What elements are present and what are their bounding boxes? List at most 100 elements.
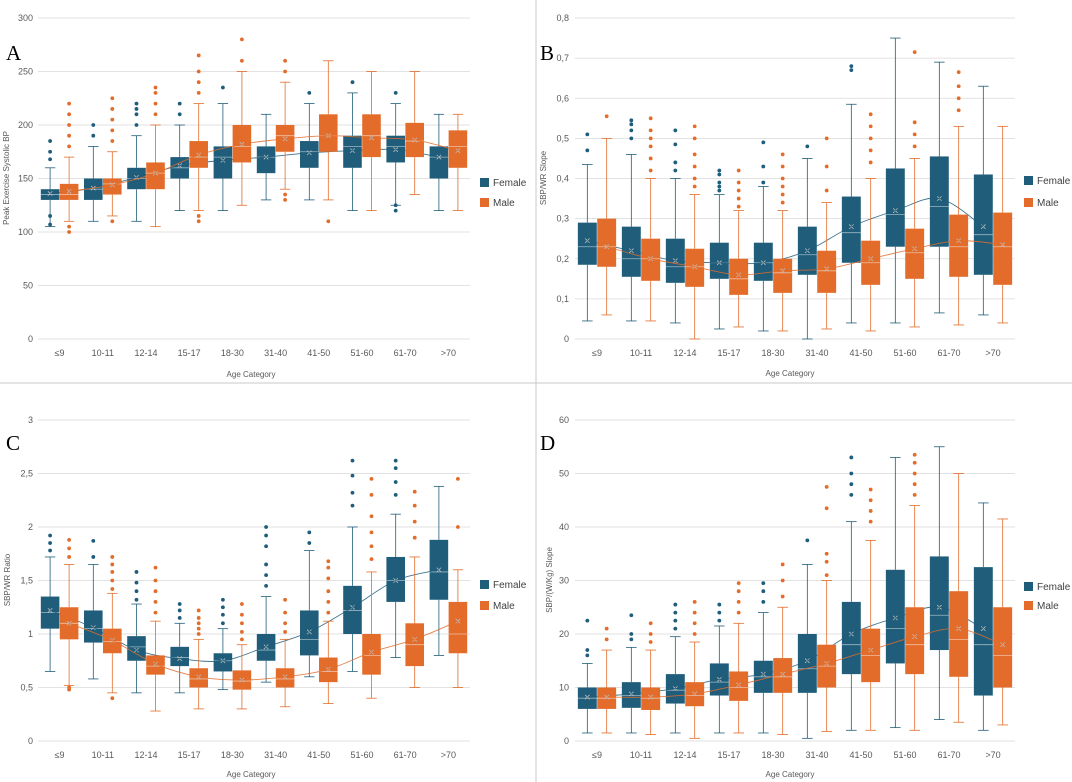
outlier-point: [67, 230, 72, 234]
outlier-point: [673, 626, 678, 631]
mean-trend-line: [606, 240, 1003, 276]
y-tick-label: 0,1: [556, 294, 569, 304]
outlier-point: [648, 156, 653, 161]
outlier-point: [153, 578, 158, 583]
outlier-point: [110, 587, 115, 591]
outlier-point: [629, 118, 634, 123]
y-tick-label: 40: [559, 522, 569, 532]
box-female: [256, 113, 276, 201]
box-male: [275, 58, 295, 202]
box-female: [84, 123, 103, 222]
outlier-point: [177, 616, 182, 620]
outlier-point: [369, 544, 374, 549]
outlier-point: [956, 108, 961, 113]
iqr-box: [448, 130, 468, 168]
outlier-point: [648, 136, 653, 141]
y-tick-label: 20: [559, 629, 569, 639]
y-tick-label: 300: [18, 13, 33, 23]
outlier-point: [824, 188, 829, 193]
outlier-point: [307, 541, 312, 545]
y-tick-label: 0,4: [556, 174, 569, 184]
outlier-point: [67, 685, 72, 690]
outlier-point: [67, 112, 72, 117]
legend-label-male: Male: [1037, 198, 1059, 209]
iqr-box: [127, 636, 146, 661]
outlier-point: [648, 621, 653, 626]
y-axis-title: SBP/WR Slope: [539, 150, 548, 205]
x-tick-label: 51-60: [893, 348, 916, 358]
box-male: [405, 71, 424, 195]
panel-a: A Age Category Peak Exercise Systolic BP…: [2, 13, 527, 379]
y-tick-label: 100: [18, 227, 33, 237]
box-male: [448, 476, 468, 688]
y-tick-label: 2: [28, 522, 33, 532]
box-male: [362, 476, 381, 699]
legend: Female Male: [480, 178, 527, 209]
outlier-point: [912, 482, 917, 487]
iqr-box: [773, 258, 793, 293]
outlier-point: [629, 637, 634, 642]
outlier-point: [134, 123, 139, 127]
iqr-box: [641, 238, 661, 281]
iqr-box: [146, 655, 165, 675]
x-tick-label: 31-40: [264, 750, 287, 760]
outlier-point: [264, 562, 268, 567]
series-male: [59, 37, 468, 234]
outlier-point: [220, 85, 225, 90]
x-tick-label: >70: [441, 750, 456, 760]
outlier-point: [134, 112, 139, 117]
outlier-point: [326, 565, 331, 570]
outlier-point: [604, 637, 609, 642]
iqr-box: [103, 178, 122, 195]
box-female: [343, 80, 362, 212]
box-female: [170, 602, 189, 694]
outlier-point: [134, 101, 139, 106]
outlier-point: [585, 618, 590, 623]
outlier-point: [153, 589, 158, 594]
outlier-point: [48, 222, 52, 227]
gridlines: [575, 17, 1015, 340]
y-tick-label: 0,6: [556, 93, 569, 103]
iqr-box: [885, 569, 905, 664]
outlier-point: [736, 168, 741, 173]
box-male: [905, 50, 925, 328]
series-female: [577, 37, 993, 340]
outlier-point: [692, 610, 697, 615]
box-male: [861, 112, 881, 332]
series-female: [40, 458, 449, 694]
series-female: [40, 80, 449, 228]
outlier-point: [196, 91, 201, 95]
legend-swatch-female: [480, 580, 489, 589]
box-male: [773, 562, 793, 735]
outlier-point: [220, 597, 225, 602]
outlier-point: [369, 530, 374, 535]
outlier-point: [110, 578, 115, 583]
outlier-point: [220, 605, 225, 610]
iqr-box: [841, 601, 861, 675]
outlier-point: [868, 519, 873, 524]
y-tick-label: 150: [18, 174, 33, 184]
outlier-point: [393, 458, 398, 463]
box-male: [597, 626, 617, 734]
outlier-point: [824, 506, 829, 511]
y-tick-label: 1: [28, 629, 33, 639]
iqr-box: [729, 258, 749, 295]
outlier-point: [673, 602, 678, 607]
box-male: [817, 484, 837, 732]
outlier-point: [67, 144, 72, 149]
box-male: [319, 60, 338, 224]
outlier-point: [177, 112, 182, 117]
outlier-point: [780, 200, 785, 205]
outlier-point: [692, 600, 697, 604]
outlier-point: [196, 621, 201, 626]
outlier-point: [350, 490, 355, 495]
box-female: [300, 530, 319, 678]
outlier-point: [717, 618, 722, 623]
outlier-point: [956, 84, 961, 89]
outlier-point: [67, 123, 72, 127]
outlier-point: [48, 548, 52, 553]
outlier-point: [110, 562, 115, 567]
iqr-box: [993, 607, 1013, 688]
outlier-point: [240, 637, 244, 642]
box-male: [362, 71, 381, 212]
